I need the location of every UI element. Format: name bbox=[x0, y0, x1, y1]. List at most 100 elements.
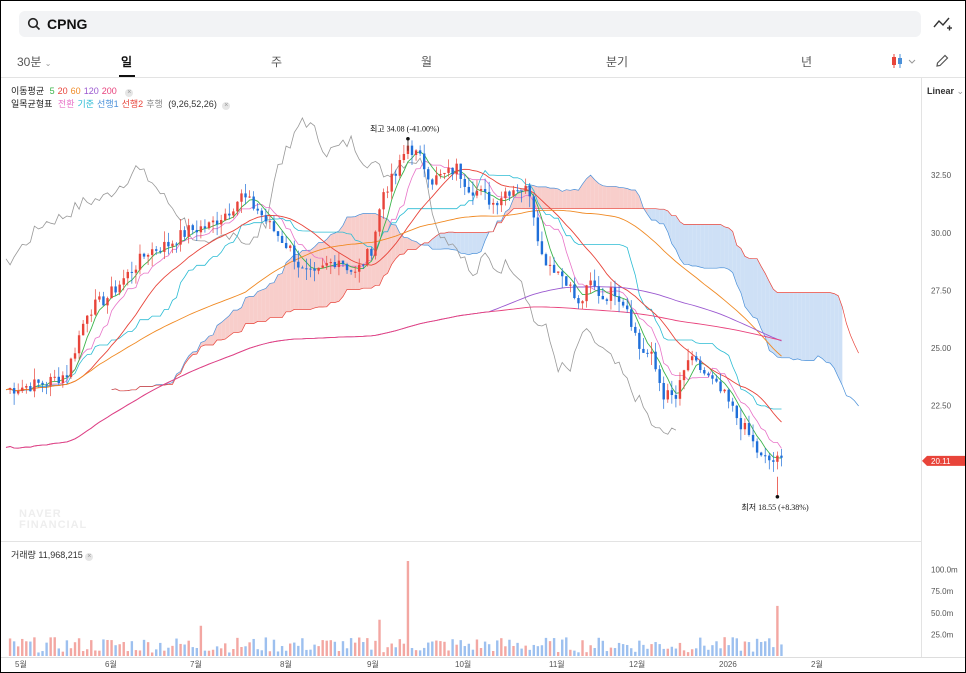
volume-bar bbox=[487, 644, 491, 656]
volume-bar bbox=[666, 648, 669, 656]
candle-body bbox=[556, 271, 560, 273]
ichimoku-cloud-segment bbox=[188, 351, 193, 359]
volume-value: 11,968,215 bbox=[38, 550, 83, 560]
volume-bar bbox=[146, 642, 150, 656]
candle-body bbox=[613, 287, 617, 297]
candle-body bbox=[86, 315, 89, 324]
candle-body bbox=[362, 264, 365, 266]
ichimoku-cloud-segment bbox=[407, 237, 412, 250]
volume-bar bbox=[199, 625, 203, 656]
volume-bar bbox=[175, 638, 178, 656]
close-volume-icon[interactable]: × bbox=[85, 553, 94, 561]
candle-body bbox=[77, 335, 81, 354]
volume-bar bbox=[325, 640, 328, 656]
volume-bar bbox=[544, 637, 548, 656]
price-tick-label: 27.50 bbox=[931, 286, 952, 295]
candle-body bbox=[16, 391, 20, 394]
price-axis-separator bbox=[921, 77, 922, 657]
volume-bar bbox=[122, 642, 125, 656]
search-icon bbox=[27, 17, 41, 31]
ichimoku-cloud-segment bbox=[761, 266, 766, 337]
ichimoku-cloud-segment bbox=[606, 186, 611, 209]
volume-bar bbox=[57, 648, 60, 656]
ichimoku-parts: 전환 기준 선행1 선행2 후행 bbox=[58, 99, 166, 109]
candle-body bbox=[601, 295, 605, 300]
ichimoku-conversion-line bbox=[5, 160, 782, 449]
ichimoku-cloud-segment bbox=[801, 292, 806, 361]
close-ichimoku-icon[interactable]: × bbox=[222, 102, 231, 110]
search-bar[interactable]: CPNG bbox=[19, 11, 921, 37]
candle-body bbox=[686, 360, 690, 371]
volume-bar bbox=[260, 650, 263, 656]
volume-bar bbox=[33, 637, 36, 656]
current-price-tag bbox=[922, 455, 965, 466]
ichimoku-cloud-segment bbox=[379, 215, 384, 286]
volume-bar bbox=[45, 642, 48, 656]
current-price-label: 20.11 bbox=[931, 457, 951, 466]
tab-year[interactable]: 년 bbox=[801, 55, 813, 69]
compare-chart-icon[interactable] bbox=[933, 15, 953, 33]
ichimoku-cloud-segment bbox=[213, 325, 218, 345]
candle-body bbox=[305, 268, 308, 270]
volume-bar bbox=[581, 640, 584, 656]
time-axis-label: 5월 bbox=[15, 659, 27, 669]
close-ma-icon[interactable]: × bbox=[125, 89, 134, 97]
candle-body bbox=[772, 460, 775, 462]
ichimoku-cloud-segment bbox=[838, 295, 843, 386]
volume-tick-label: 50.0m bbox=[931, 609, 954, 618]
volume-bar bbox=[49, 637, 52, 656]
candle-body bbox=[138, 253, 142, 270]
ma-period-20: 20 bbox=[57, 86, 68, 96]
ichimoku-cloud-segment bbox=[273, 274, 279, 318]
volume-bar bbox=[341, 641, 345, 656]
ichimoku-cloud-segment bbox=[472, 232, 477, 254]
volume-bar bbox=[402, 643, 406, 656]
ichimoku-cloud-segment bbox=[416, 241, 421, 250]
tab-30min[interactable]: 30분 ⌄ bbox=[17, 55, 52, 69]
pencil-icon[interactable] bbox=[934, 53, 950, 69]
volume-bar bbox=[98, 650, 101, 656]
ichimoku-cloud-segment bbox=[403, 237, 408, 255]
candle-body bbox=[439, 173, 442, 176]
tab-week[interactable]: 주 bbox=[271, 55, 283, 69]
candle-body bbox=[256, 208, 259, 211]
volume-bar bbox=[272, 639, 276, 656]
tab-day[interactable]: 일 bbox=[121, 55, 133, 69]
candle-body bbox=[402, 153, 406, 161]
ichimoku-cloud-segment bbox=[793, 292, 798, 360]
candle-body bbox=[431, 179, 434, 185]
price-tick-label: 25.00 bbox=[931, 344, 952, 353]
candle-body bbox=[751, 434, 755, 442]
ma-period-60: 60 bbox=[70, 86, 81, 96]
ichimoku-cloud-segment bbox=[290, 254, 295, 312]
ichimoku-cloud-segment bbox=[797, 292, 802, 361]
ichimoku-cloud-segment bbox=[574, 189, 579, 209]
scale-mode-select[interactable]: Linear ⌄ bbox=[927, 86, 965, 96]
candle-body bbox=[394, 173, 397, 176]
tab-month[interactable]: 월 bbox=[421, 55, 433, 69]
candle-body bbox=[65, 375, 69, 378]
candle-body bbox=[98, 296, 101, 300]
volume-bar bbox=[321, 640, 324, 656]
candle-body bbox=[699, 360, 702, 370]
candle-body bbox=[544, 254, 548, 266]
ma-20-line bbox=[5, 168, 782, 423]
candle-body bbox=[150, 249, 154, 255]
candle-type-icon[interactable] bbox=[889, 53, 917, 69]
ichimoku-cloud-segment bbox=[623, 187, 628, 209]
volume-bar bbox=[585, 652, 588, 656]
volume-bar bbox=[630, 648, 633, 656]
candle-body bbox=[329, 262, 332, 264]
candle-body bbox=[723, 389, 726, 392]
ichimoku-cloud-segment bbox=[204, 336, 209, 345]
volume-bar bbox=[723, 637, 726, 656]
tab-quarter[interactable]: 분기 bbox=[606, 55, 629, 69]
candle-body bbox=[337, 260, 341, 268]
volume-bar bbox=[455, 644, 458, 656]
volume-bar bbox=[53, 637, 56, 656]
volume-bar bbox=[293, 642, 296, 656]
candle-body bbox=[609, 287, 613, 301]
volume-bar bbox=[102, 639, 105, 656]
symbol-text[interactable]: CPNG bbox=[47, 16, 88, 32]
